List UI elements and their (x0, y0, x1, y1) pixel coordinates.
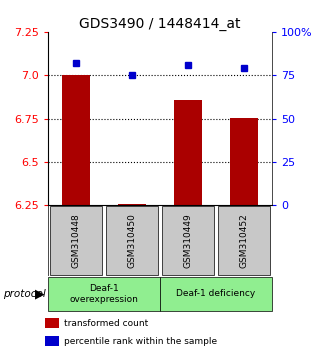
Text: GSM310452: GSM310452 (239, 213, 249, 268)
Text: GSM310449: GSM310449 (183, 213, 193, 268)
Text: transformed count: transformed count (64, 319, 148, 328)
Bar (62, 75, 90, 205)
Text: Deaf-1 deficiency: Deaf-1 deficiency (176, 289, 256, 298)
Title: GDS3490 / 1448414_at: GDS3490 / 1448414_at (79, 17, 241, 31)
Text: Deaf-1
overexpression: Deaf-1 overexpression (69, 284, 139, 303)
FancyBboxPatch shape (160, 277, 272, 311)
FancyBboxPatch shape (106, 206, 158, 275)
Text: percentile rank within the sample: percentile rank within the sample (64, 337, 217, 346)
Text: GSM310450: GSM310450 (127, 213, 137, 268)
Text: ▶: ▶ (35, 287, 45, 300)
Bar (230, 118, 258, 205)
FancyBboxPatch shape (162, 206, 214, 275)
FancyBboxPatch shape (50, 206, 102, 275)
Bar (45, 336, 59, 346)
Bar (45, 318, 59, 328)
Text: protocol: protocol (3, 289, 46, 299)
FancyBboxPatch shape (218, 206, 270, 275)
FancyBboxPatch shape (48, 277, 160, 311)
Bar (174, 101, 202, 205)
Text: GSM310448: GSM310448 (71, 213, 81, 268)
